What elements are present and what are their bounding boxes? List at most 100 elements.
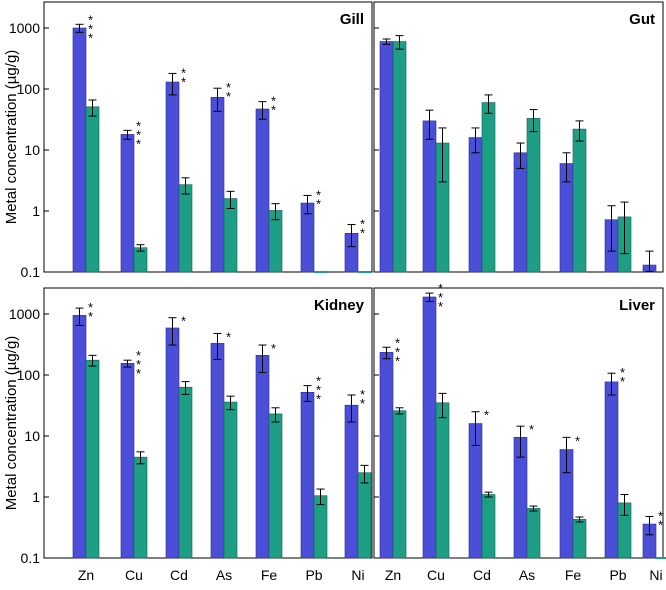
x-tick-label: Fe (565, 567, 582, 583)
bar-series1-Cd (165, 327, 180, 559)
y-tick-label: 1 (32, 489, 40, 505)
y-tick-label: 1000 (9, 306, 40, 322)
significance-star: * (88, 12, 93, 27)
y-axis-label: Metal concentration (µg/g) (3, 336, 20, 511)
bar-series2-Zn (392, 41, 407, 273)
bar-series2-Cu (435, 402, 450, 559)
significance-star: * (226, 329, 231, 344)
y-tick-label: 100 (17, 81, 41, 97)
significance-star: * (271, 94, 276, 109)
bar-series2-As (223, 401, 238, 559)
significance-star: * (181, 74, 186, 89)
significance-star: * (271, 103, 276, 118)
y-tick-label: 1 (32, 203, 40, 219)
significance-star: * (88, 30, 93, 45)
bar-series1-As (210, 97, 225, 273)
x-tick-label: Cd (473, 567, 491, 583)
significance-star: * (136, 136, 141, 151)
x-tick-label: As (519, 567, 535, 583)
x-tick-label: Pb (609, 567, 626, 583)
bar-series2-Fe (572, 519, 587, 559)
significance-star: * (575, 433, 580, 448)
significance-star: * (529, 422, 534, 437)
significance-star: * (360, 217, 365, 232)
bar-series2-As (526, 118, 541, 273)
significance-star: * (226, 89, 231, 104)
x-tick-label: Cd (170, 567, 188, 583)
significance-star: * (360, 396, 365, 411)
x-tick-label: Pb (305, 567, 322, 583)
bar-series1-Fe (255, 108, 270, 273)
y-tick-label: 1000 (9, 20, 40, 36)
bar-series1-Cu (422, 296, 437, 559)
significance-star: * (136, 357, 141, 372)
bar-series1-Cd (165, 81, 180, 273)
bar-series2-Ni (357, 472, 372, 559)
significance-star: * (226, 80, 231, 95)
significance-star: * (181, 314, 186, 329)
significance-star: * (316, 196, 321, 211)
bar-series2-Cd (481, 494, 496, 559)
significance-star: * (316, 374, 321, 389)
panel-title-gut: Gut (629, 11, 655, 28)
bar-series2-Zn (392, 410, 407, 559)
bar-series1-Zn (379, 41, 394, 273)
significance-star: * (88, 21, 93, 36)
bar-series1-As (513, 152, 528, 273)
panel-frame-kidney (43, 287, 373, 559)
x-tick-label: Fe (261, 567, 278, 583)
bar-series1-As (210, 343, 225, 559)
bar-series2-Cu (133, 456, 148, 559)
significance-star: * (136, 348, 141, 363)
bar-series1-Cu (120, 134, 135, 273)
bar-series1-Cd (468, 137, 483, 273)
significance-star: * (620, 374, 625, 389)
bar-series2-As (223, 198, 238, 273)
y-tick-label: 10 (24, 142, 40, 158)
significance-star: * (395, 335, 400, 350)
significance-star: * (484, 408, 489, 423)
panel-title-kidney: Kidney (314, 297, 365, 314)
bar-series1-Zn (379, 352, 394, 559)
x-tick-label: Cu (427, 567, 445, 583)
bar-series2-Cd (481, 102, 496, 273)
y-tick-label: 10 (24, 428, 40, 444)
x-tick-label: Ni (351, 567, 364, 583)
significance-star: * (438, 290, 443, 305)
significance-star: * (620, 365, 625, 380)
bar-series1-Ni (344, 404, 359, 559)
significance-star: * (438, 299, 443, 314)
significance-star: * (395, 344, 400, 359)
x-tick-label: As (216, 567, 232, 583)
x-tick-label: Ni (649, 567, 662, 583)
y-tick-label: 0.1 (21, 264, 41, 280)
significance-star: * (658, 517, 663, 532)
y-tick-label: 100 (17, 367, 41, 383)
panel-title-liver: Liver (619, 297, 655, 314)
bar-series1-Zn (72, 27, 87, 273)
significance-star: * (360, 387, 365, 402)
bar-series2-Fe (268, 413, 283, 559)
significance-star: * (316, 392, 321, 407)
bar-series2-Cd (178, 184, 193, 273)
significance-star: * (271, 341, 276, 356)
significance-star: * (658, 508, 663, 523)
x-tick-label: Zn (385, 567, 401, 583)
bar-series1-Fe (255, 355, 270, 559)
panel-frame-gill (43, 1, 373, 273)
bar-series1-Zn (72, 315, 87, 559)
x-tick-label: Cu (125, 567, 143, 583)
significance-star: * (360, 226, 365, 241)
bar-series2-Fe (572, 128, 587, 273)
significance-star: * (438, 281, 443, 296)
bar-series2-Zn (85, 359, 100, 559)
bar-series1-Cu (120, 363, 135, 559)
bar-series1-Cu (422, 120, 437, 273)
significance-star: * (316, 187, 321, 202)
bar-series2-As (526, 508, 541, 559)
significance-star: * (181, 65, 186, 80)
panel-title-gill: Gill (340, 11, 364, 28)
significance-star: * (136, 127, 141, 142)
